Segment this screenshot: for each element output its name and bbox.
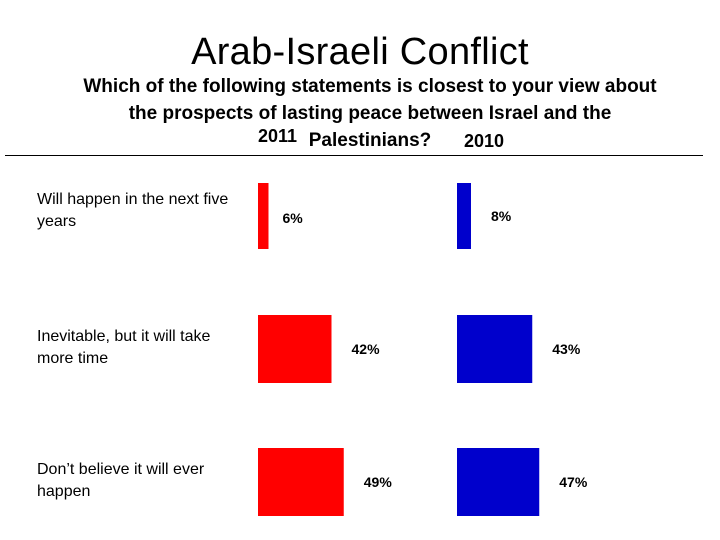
chart-subtitle: Which of the following statements is clo… bbox=[83, 76, 657, 151]
bar-2010-inevitable bbox=[457, 315, 533, 383]
bar-2011-next-five-years bbox=[258, 183, 269, 249]
header-divider bbox=[5, 155, 703, 156]
category-label-never: Don’t believe it will ever happen bbox=[37, 461, 205, 500]
bar-2010-next-five-years bbox=[457, 183, 471, 249]
bar-2010-never bbox=[457, 448, 540, 516]
category-label-next-five-years: Will happen in the next five years bbox=[37, 191, 229, 230]
chart-title: Arab-Israeli Conflict bbox=[191, 31, 529, 73]
value-label-2010-next-five-years: 8% bbox=[491, 208, 512, 224]
value-label-2010-inevitable: 43% bbox=[552, 341, 581, 357]
value-label-2010-never: 47% bbox=[559, 474, 588, 490]
bar-2011-never bbox=[258, 448, 344, 516]
series-header-2010: 2010 bbox=[464, 131, 505, 151]
bar-2011-inevitable bbox=[258, 315, 332, 383]
value-label-2011-never: 49% bbox=[364, 474, 393, 490]
value-label-2011-inevitable: 42% bbox=[352, 341, 381, 357]
category-label-inevitable: Inevitable, but it will take more time bbox=[37, 328, 211, 367]
series-header-2011: 2011 bbox=[258, 126, 298, 146]
value-label-2011-next-five-years: 6% bbox=[283, 210, 304, 226]
